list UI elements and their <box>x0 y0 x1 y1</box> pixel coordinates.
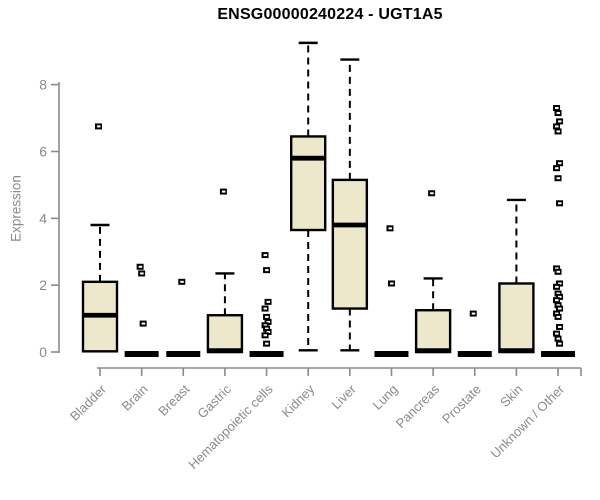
y-tick-label: 4 <box>39 210 47 226</box>
outlier-point-center <box>555 332 559 335</box>
outlier-point-center <box>388 227 392 230</box>
outlier-point-center <box>221 190 226 193</box>
outlier-point-center <box>558 325 562 328</box>
zero-box-bar <box>541 351 576 357</box>
outlier-point-center <box>97 125 101 128</box>
outlier-point-center <box>555 312 559 315</box>
y-tick-label: 2 <box>39 277 47 293</box>
outlier-point-center <box>558 120 562 123</box>
outlier-point-center <box>556 112 561 115</box>
outlier-point-center <box>180 280 184 283</box>
outlier-point-center <box>556 270 561 273</box>
outlier-point-center <box>555 107 559 110</box>
x-tick-label: Kidney <box>279 381 318 420</box>
x-tick-label: Prostate <box>439 382 484 427</box>
x-tick-label: Pancreas <box>393 381 443 431</box>
x-tick-label: Brain <box>119 382 151 414</box>
outlier-point-center <box>556 130 561 133</box>
outlier-point-center <box>263 307 268 310</box>
outlier-point-center <box>556 304 561 307</box>
outlier-point-center <box>266 300 271 303</box>
outlier-point-center <box>556 177 561 180</box>
iqr-box <box>331 178 369 310</box>
outlier-point-center <box>555 299 559 302</box>
outlier-point-center <box>555 285 559 288</box>
outlier-point-center <box>558 162 562 165</box>
outlier-point-center <box>471 312 476 315</box>
outlier-point-center <box>263 254 268 257</box>
iqr-box <box>498 282 535 354</box>
iqr-box <box>290 135 327 232</box>
outlier-point-center <box>138 265 143 268</box>
outlier-point-center <box>558 342 562 345</box>
outlier-point-center <box>555 167 559 170</box>
x-tick-label: Lung <box>370 382 401 413</box>
outlier-point-center <box>265 327 269 330</box>
x-tick-label: Skin <box>497 382 525 410</box>
outlier-point-center <box>265 269 269 272</box>
x-tick-label: Gastric <box>194 381 234 421</box>
outlier-point-center <box>141 322 146 325</box>
x-tick-label: Liver <box>328 381 359 412</box>
outlier-point-center <box>263 334 268 337</box>
outlier-point-center <box>265 315 269 318</box>
y-tick-label: 8 <box>39 77 47 93</box>
outlier-point-center <box>558 202 562 205</box>
outlier-point-center <box>558 307 562 310</box>
outlier-point-center <box>556 292 561 295</box>
zero-box-bar <box>249 351 284 357</box>
outlier-point-center <box>140 272 144 275</box>
outlier-point-center <box>555 125 559 128</box>
outlier-point-center <box>558 282 562 285</box>
zero-box-bar <box>124 351 159 357</box>
chart-title: ENSG00000240224 - UGT1A5 <box>217 6 443 23</box>
x-tick-label: Bladder <box>67 381 110 424</box>
outlier-point-center <box>266 320 271 323</box>
outlier-point-center <box>556 337 561 340</box>
outlier-point-center <box>266 330 271 333</box>
y-tick-label: 6 <box>39 143 47 159</box>
outlier-point-center <box>263 324 268 327</box>
outlier-point-center <box>556 315 561 318</box>
iqr-box <box>414 309 452 354</box>
x-tick-label: Unknown / Other <box>488 381 568 461</box>
zero-box-bar <box>166 351 201 357</box>
x-tick-label: Breast <box>155 381 192 418</box>
outlier-point-center <box>265 342 269 345</box>
iqr-box <box>206 314 244 354</box>
zero-box-bar <box>457 351 492 357</box>
outlier-point-center <box>558 295 562 298</box>
zero-box-bar <box>374 351 409 357</box>
y-tick-label: 0 <box>39 344 47 360</box>
outlier-point-center <box>555 267 559 270</box>
outlier-point-center <box>389 282 394 285</box>
outlier-point-center <box>430 192 434 195</box>
